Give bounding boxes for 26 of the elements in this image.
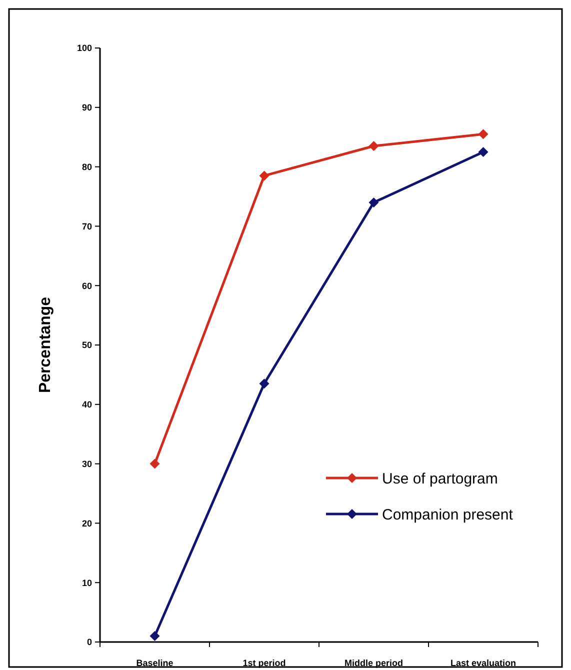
y-tick-label: 30 — [82, 458, 92, 469]
y-tick-label: 80 — [82, 162, 92, 172]
point — [259, 378, 270, 389]
point — [150, 631, 160, 642]
x-tick-label: Middle period — [344, 658, 403, 668]
point — [368, 141, 379, 152]
y-tick-label: 0 — [86, 637, 92, 648]
y-axis-title: Percentange — [37, 296, 54, 394]
legend-label: Companion present — [382, 506, 514, 524]
x-tick-label: Baseline — [136, 658, 174, 668]
y-tick-label: 60 — [82, 280, 92, 291]
y-tick-label: 70 — [82, 221, 92, 232]
point — [150, 458, 160, 469]
y-tick-label: 90 — [82, 102, 92, 113]
y-tick-label: 20 — [82, 518, 92, 528]
y-tick-label: 10 — [82, 578, 92, 588]
y-tick-label: 40 — [82, 400, 92, 410]
x-tick-label: 1st period — [242, 658, 286, 668]
point — [478, 129, 488, 140]
point — [368, 197, 379, 208]
legend-label: Use of partogram — [382, 470, 498, 488]
y-tick-label: 100 — [76, 43, 92, 54]
x-tick-label: Last evaluation — [450, 658, 516, 668]
point — [478, 146, 488, 157]
y-tick-label: 50 — [82, 340, 92, 350]
point — [259, 170, 270, 181]
